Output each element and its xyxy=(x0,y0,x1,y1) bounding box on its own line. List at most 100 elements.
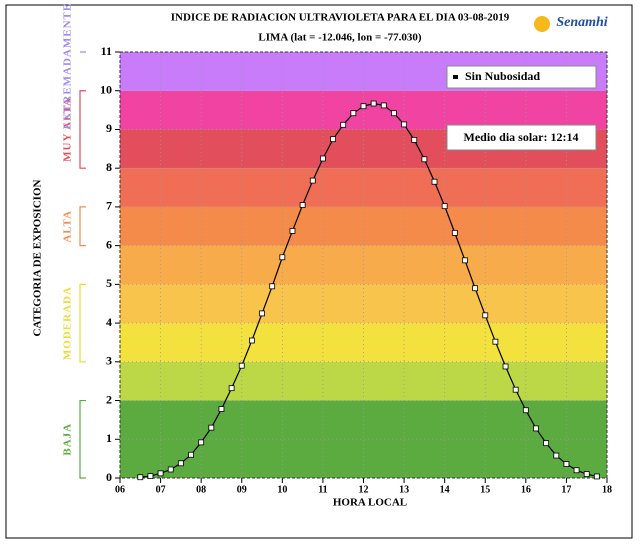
category-label: ALTA xyxy=(62,210,74,243)
y-tick-label: 4 xyxy=(106,315,112,329)
data-point xyxy=(411,137,418,143)
data-point xyxy=(370,100,377,107)
data-point xyxy=(167,466,174,473)
data-point xyxy=(269,283,276,290)
data-point xyxy=(451,229,458,236)
y-tick-label: 8 xyxy=(106,160,112,174)
category-bracket xyxy=(79,90,86,169)
plot-border xyxy=(119,51,608,479)
logo: Senamhi xyxy=(534,15,608,32)
x-tick-label: 18 xyxy=(602,484,612,495)
x-tick-label: 15 xyxy=(480,484,490,495)
uv-band xyxy=(120,206,607,246)
legend-box xyxy=(446,65,597,89)
data-point xyxy=(543,440,550,447)
x-tick-label: 09 xyxy=(237,484,247,495)
data-point xyxy=(340,121,347,128)
data-point xyxy=(289,228,296,234)
legend-swatch xyxy=(453,75,458,79)
y-tick-label: 2 xyxy=(106,392,112,406)
data-point xyxy=(248,337,255,344)
data-point xyxy=(198,439,205,446)
y-axis-label: CATEGORIA DE EXPOSICION xyxy=(32,180,44,337)
data-point xyxy=(279,254,286,261)
y-tick-label: 9 xyxy=(106,121,112,135)
y-tick-label: 1 xyxy=(106,431,112,445)
data-point xyxy=(320,155,326,162)
data-point xyxy=(502,363,509,370)
uv-band xyxy=(120,90,607,130)
data-point xyxy=(309,177,316,184)
y-tick-label: 5 xyxy=(106,276,112,290)
x-tick-label: 06 xyxy=(115,484,125,495)
category-label: MUY ALTA xyxy=(62,97,74,162)
data-point xyxy=(401,121,407,128)
annotation-box xyxy=(446,124,597,151)
uv-band xyxy=(120,323,607,362)
category-label: BAJA xyxy=(62,423,74,456)
data-point xyxy=(583,471,590,478)
category-bracket xyxy=(79,283,86,363)
data-point xyxy=(208,424,215,431)
data-point xyxy=(299,202,306,208)
data-point xyxy=(177,460,184,467)
category-bracket xyxy=(79,399,86,479)
data-point xyxy=(441,203,448,210)
data-point xyxy=(573,467,580,474)
data-point xyxy=(380,102,387,109)
data-point xyxy=(360,103,367,110)
category-label: MODERADA xyxy=(62,286,74,360)
data-point xyxy=(533,425,539,432)
annotation: Medio dia solar: 12:14 xyxy=(464,130,579,144)
data-point xyxy=(330,136,336,143)
data-point xyxy=(492,338,499,345)
y-tick-label: 7 xyxy=(106,199,112,213)
category-bracket xyxy=(79,206,86,247)
category-label: EXTREMADAMENTE xyxy=(62,3,74,129)
uv-band xyxy=(120,168,607,207)
data-point xyxy=(482,312,489,319)
data-point xyxy=(157,470,164,477)
data-point xyxy=(593,473,600,480)
x-tick-label: 13 xyxy=(399,484,409,495)
y-tick-label: 6 xyxy=(106,237,112,251)
y-tick-label: 11 xyxy=(101,44,112,58)
data-point xyxy=(238,362,245,369)
chart-title: INDICE DE RADIACION ULTRAVIOLETA PARA EL… xyxy=(171,12,510,24)
data-point xyxy=(391,110,397,117)
x-tick-label: 11 xyxy=(318,484,327,495)
chart-subtitle: LIMA (lat = -12.046, lon = -77.030) xyxy=(258,32,422,44)
x-tick-label: 10 xyxy=(277,484,287,495)
x-tick-label: 17 xyxy=(561,484,571,495)
y-tick-label: 3 xyxy=(106,354,112,368)
uv-band xyxy=(120,361,607,401)
logo-text: Senamhi xyxy=(556,15,607,30)
series-line xyxy=(140,102,597,478)
data-point xyxy=(431,178,438,185)
x-tick-label: 14 xyxy=(440,484,450,495)
data-point xyxy=(228,385,235,392)
data-point xyxy=(137,474,144,481)
data-point xyxy=(147,473,154,479)
data-point xyxy=(563,461,570,467)
data-point xyxy=(421,156,428,163)
y-tick-label: 0 xyxy=(106,470,112,484)
data-point xyxy=(512,386,519,393)
data-point xyxy=(218,406,225,412)
data-point xyxy=(472,285,479,292)
x-tick-label: 12 xyxy=(359,484,369,495)
data-point xyxy=(259,310,265,317)
data-point xyxy=(462,257,468,264)
x-tick-label: 07 xyxy=(156,484,166,495)
data-point xyxy=(188,451,194,458)
uv-band xyxy=(120,284,607,324)
x-tick-label: 16 xyxy=(521,484,531,495)
data-point xyxy=(350,110,357,117)
logo-sun xyxy=(534,16,550,32)
data-point xyxy=(522,407,529,414)
x-axis-label: HORA LOCAL xyxy=(333,497,407,509)
legend-label: Sin Nubosidad xyxy=(465,69,540,83)
y-tick-label: 10 xyxy=(100,82,112,96)
